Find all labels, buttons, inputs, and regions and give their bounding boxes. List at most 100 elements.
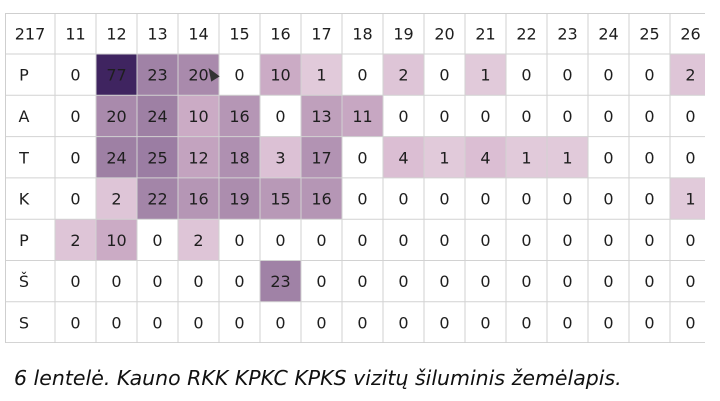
data-label: 0 (603, 313, 613, 332)
heatmap-cell (670, 219, 705, 261)
heatmap-cell (547, 177, 588, 220)
heatmap-cell (465, 54, 506, 96)
data-label: 20 (188, 66, 208, 85)
heatmap-cell (219, 95, 260, 137)
heatmap-cell (588, 219, 629, 261)
data-label: 0 (398, 231, 408, 250)
heatmap-cell (342, 177, 383, 220)
data-label: 0 (275, 107, 285, 126)
data-label: 0 (562, 272, 572, 291)
data-label: 15 (270, 190, 290, 209)
heatmap-cell (629, 219, 670, 261)
column-header: 14 (188, 25, 208, 44)
heatmap-cell (96, 177, 137, 220)
column-header: 16 (270, 25, 290, 44)
heatmap-cell (342, 219, 383, 261)
data-label: 0 (70, 190, 80, 209)
data-label: 0 (521, 66, 531, 85)
heatmap-cell (424, 54, 465, 96)
heatmap-cell (219, 219, 260, 261)
data-label: 0 (603, 107, 613, 126)
data-label: 0 (439, 313, 449, 332)
heatmap-cell (137, 177, 178, 220)
data-label: 12 (188, 148, 208, 167)
heatmap-cell (506, 219, 547, 261)
data-label: 0 (644, 313, 654, 332)
heatmap-cell (55, 136, 96, 178)
data-label: 0 (357, 313, 367, 332)
heatmap-cell (588, 177, 629, 220)
heatmap-cell (260, 177, 301, 220)
heatmap-cell (424, 260, 465, 302)
column-header: 13 (147, 25, 167, 44)
heatmap-cell (178, 54, 219, 96)
data-label: 2 (70, 231, 80, 250)
column-header: 19 (393, 25, 413, 44)
heatmap-cell (96, 219, 137, 261)
heatmap-cell (342, 54, 383, 96)
heatmap-cell (424, 219, 465, 261)
data-label: 0 (521, 272, 531, 291)
data-label: 1 (521, 148, 531, 167)
data-label: 0 (357, 231, 367, 250)
column-header: 25 (639, 25, 659, 44)
heatmap-cell (260, 260, 301, 302)
data-label: 0 (603, 231, 613, 250)
heatmap-cell (547, 260, 588, 302)
column-header: 23 (557, 25, 577, 44)
data-label: 11 (352, 107, 372, 126)
data-label: 0 (398, 190, 408, 209)
column-header: 24 (598, 25, 618, 44)
heatmap-cell (301, 95, 342, 137)
heatmap-cell (670, 260, 705, 302)
heatmap-cell (424, 136, 465, 178)
heatmap-cell (301, 219, 342, 261)
heatmap-cell (55, 54, 96, 96)
data-label: 0 (685, 107, 695, 126)
heatmap-cell (465, 219, 506, 261)
heatmap-cell (465, 95, 506, 137)
heatmap-cell (342, 260, 383, 302)
heatmap-cell (629, 136, 670, 178)
data-label: 0 (562, 231, 572, 250)
heatmap-cell (178, 219, 219, 261)
data-label: 0 (70, 66, 80, 85)
heatmap-cell (588, 136, 629, 178)
data-label: 0 (480, 313, 490, 332)
data-label: 0 (480, 231, 490, 250)
heatmap-cell (588, 260, 629, 302)
data-label: 22 (147, 190, 167, 209)
heatmap-cell (465, 177, 506, 220)
heatmap-cell (383, 219, 424, 261)
data-label: 0 (439, 107, 449, 126)
heatmap-cell (547, 54, 588, 96)
heatmap-cell (629, 260, 670, 302)
heatmap-cell (383, 260, 424, 302)
heatmap-cell (629, 95, 670, 137)
heatmap-cell (219, 301, 260, 343)
heatmap-chart: 217 11 12 13 14 15 16 17 18 19 20 21 22 23 24 25 26PATKP… (5, 13, 705, 343)
data-label: 1 (562, 148, 572, 167)
row-header: Š (19, 272, 29, 291)
heatmap-cell (424, 177, 465, 220)
table-border (5, 13, 705, 343)
heatmap-cell (629, 54, 670, 96)
data-label: 0 (562, 313, 572, 332)
data-label: 16 (188, 190, 208, 209)
data-label: 18 (229, 148, 249, 167)
data-label: 0 (603, 272, 613, 291)
data-label: 0 (152, 313, 162, 332)
heatmap-cell (96, 54, 137, 96)
data-label: 10 (270, 66, 290, 85)
data-label: 0 (357, 66, 367, 85)
heatmap-cell (670, 136, 705, 178)
data-label: 0 (603, 148, 613, 167)
data-label: 16 (229, 107, 249, 126)
heatmap-cell (465, 136, 506, 178)
column-header: 15 (229, 25, 249, 44)
heatmap-cell (260, 301, 301, 343)
data-label: 0 (70, 148, 80, 167)
heatmap-cell (219, 136, 260, 178)
table-caption: 6 lentelė. Kauno RKK KPKC KPKS vizitų ši… (14, 366, 622, 390)
heatmap-cell (260, 54, 301, 96)
